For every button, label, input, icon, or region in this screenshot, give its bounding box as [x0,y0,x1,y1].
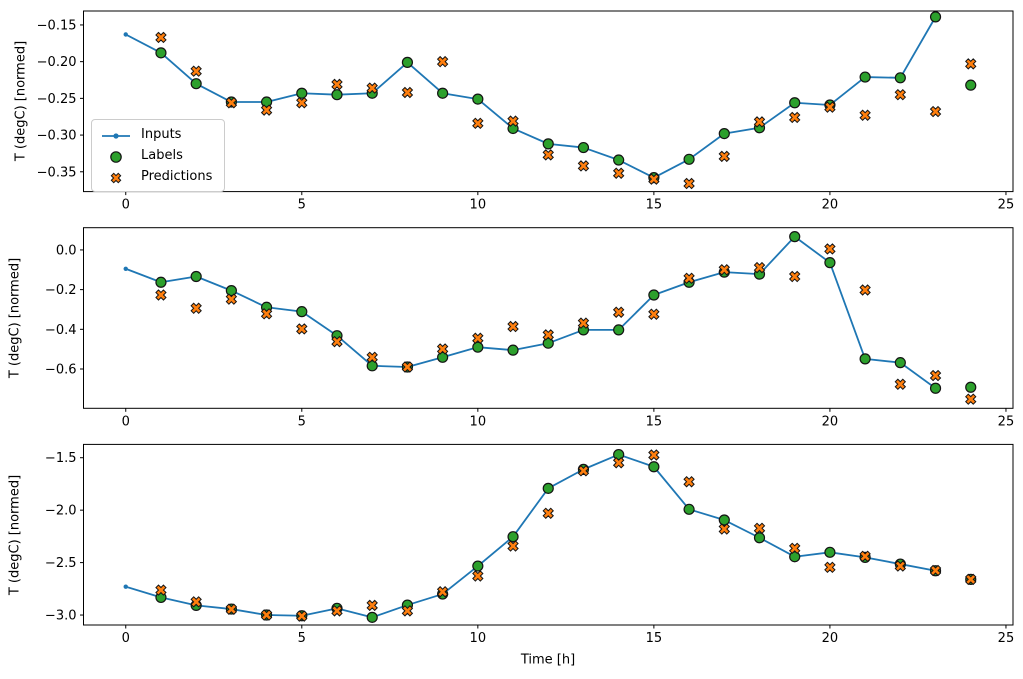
legend-label-labels: Labels [141,148,183,163]
subplot-1: 0 5 10 15 20 25 −0.15 −0.20 −0.25 −0.30 −0.35 [37,10,1015,213]
inputs-series-subplot-3 [123,452,938,620]
predictions-series-subplot-3 [155,449,977,622]
x-tick-label: 5 [298,631,306,646]
labels-series-subplot-1 [155,11,977,184]
y-axis-label-subplot-1: T (degC) [normed] [13,40,29,162]
labels-series-subplot-3 [155,448,977,623]
x-tick-label: 5 [298,414,306,429]
legend-item-inputs: Inputs [100,125,212,144]
y-tick-label: −0.30 [37,129,77,144]
x-tick-label: 20 [822,198,839,213]
inputs-line-dot-icon [100,128,132,142]
x-tick-label: 15 [646,198,663,213]
axis-ticks-subplot-3: 0 5 10 15 20 25 −1.5 −2.0 −2.5 −3.0 [45,451,1014,646]
labels-series-subplot-2 [155,231,977,394]
subplot-2: 0 5 10 15 20 25 0.0 −0.2 −0.4 −0.6 [45,227,1014,429]
predictions-series-subplot-2 [155,243,977,405]
y-tick-label: −0.25 [37,92,77,107]
x-tick-label: 0 [122,198,130,213]
inputs-series-subplot-1 [123,14,938,180]
axis-ticks-subplot-2: 0 5 10 15 20 25 0.0 −0.2 −0.4 −0.6 [45,243,1014,429]
y-tick-label: −0.6 [45,363,77,378]
y-tick-label: −2.0 [45,504,77,519]
y-axis-label-subplot-3: T (degC) [normed] [7,474,23,596]
legend-item-labels: Labels [100,146,212,165]
x-tick-label: 20 [822,414,839,429]
y-tick-label: −3.0 [45,609,77,624]
predictions-x-icon [100,170,132,184]
y-tick-label: −0.15 [37,18,77,33]
inputs-series-subplot-2 [123,234,938,391]
x-tick-label: 0 [122,414,130,429]
y-tick-label: 0.0 [56,243,77,258]
subplot-3: 0 5 10 15 20 25 −1.5 −2.0 −2.5 −3.0 [45,443,1014,646]
x-tick-label: 25 [998,631,1015,646]
x-tick-label: 25 [998,198,1015,213]
labels-circle-icon [100,149,132,163]
x-tick-label: 10 [470,631,487,646]
x-tick-label: 5 [298,198,306,213]
legend: Inputs Labels Predictions [91,119,226,192]
x-tick-label: 15 [646,631,663,646]
predictions-series-subplot-1 [155,31,977,190]
legend-label-inputs: Inputs [141,127,182,142]
y-tick-label: −1.5 [45,451,77,466]
y-tick-label: −0.4 [45,323,77,338]
x-tick-label: 10 [470,198,487,213]
legend-label-predictions: Predictions [141,169,213,184]
x-tick-label: 25 [998,414,1015,429]
x-axis-label: Time [h] [520,652,576,668]
x-tick-label: 0 [122,631,130,646]
y-tick-label: −0.20 [37,55,77,70]
y-axis-label-subplot-2: T (degC) [normed] [7,257,23,379]
y-tick-label: −2.5 [45,556,77,571]
x-tick-label: 20 [822,631,839,646]
y-tick-label: −0.2 [45,283,77,298]
x-tick-label: 15 [646,414,663,429]
legend-item-predictions: Predictions [100,167,212,186]
axis-ticks-subplot-1: 0 5 10 15 20 25 −0.15 −0.20 −0.25 −0.30 −0.35 [37,18,1015,212]
x-tick-label: 10 [470,414,487,429]
y-tick-label: −0.35 [37,165,77,180]
